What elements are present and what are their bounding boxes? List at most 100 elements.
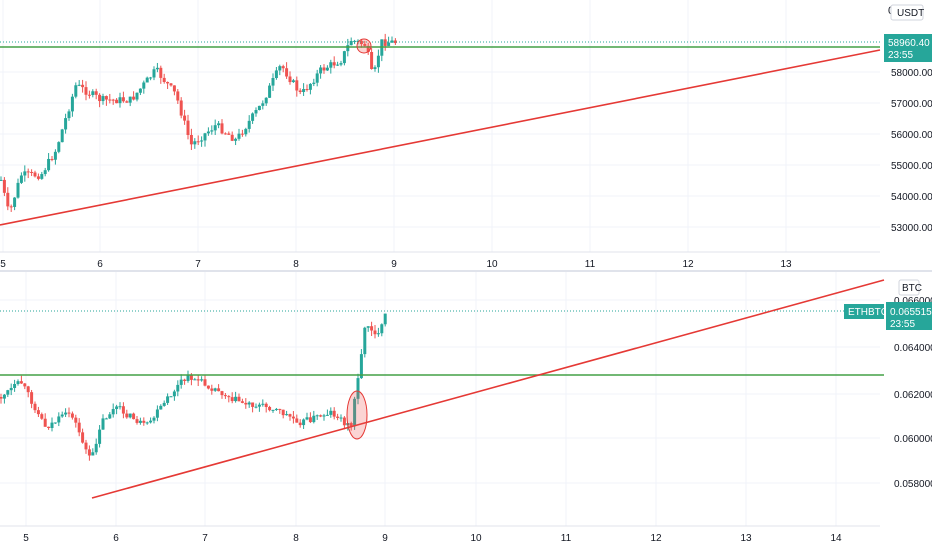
current-price-label: 0.065515	[890, 307, 932, 318]
candle-body	[359, 40, 363, 45]
time-tick-label: 9	[391, 259, 397, 270]
candle-body	[159, 67, 163, 78]
candle-body	[98, 94, 102, 102]
highlight-ellipse[interactable]	[356, 38, 372, 54]
candle-body	[179, 379, 183, 385]
candle-body	[40, 414, 44, 419]
candle-body	[74, 85, 78, 97]
candle-body	[26, 386, 30, 393]
candle-body	[213, 125, 217, 131]
candle-body	[104, 418, 108, 420]
candle-body	[247, 120, 251, 129]
candle-body	[101, 418, 105, 430]
candle-body	[23, 171, 27, 176]
symbol-label: ETHBTC	[848, 307, 888, 318]
candle-body	[342, 51, 346, 64]
candle-body	[278, 408, 282, 410]
candle-body	[166, 396, 170, 403]
candle-body	[298, 422, 302, 426]
trendline[interactable]	[0, 49, 881, 226]
candle-body	[57, 142, 61, 152]
candle-body	[121, 97, 125, 102]
candle-body	[257, 404, 261, 407]
candle-body	[176, 91, 180, 101]
candle-body	[149, 77, 153, 79]
candle-body	[329, 62, 333, 68]
candle-body	[285, 68, 289, 77]
candle-body	[19, 381, 23, 384]
candle-body	[138, 88, 142, 93]
candle-body	[206, 131, 210, 134]
btc-usdt-chart[interactable]: 0 USDT 58000.0057000.0056000.0055000.005…	[0, 0, 932, 270]
price-axis[interactable]: 0 USDT 58000.0057000.0056000.0055000.005…	[884, 4, 932, 234]
price-tick-label: 57000.00	[891, 99, 932, 110]
candle-body	[84, 87, 88, 95]
price-tick-label: 55000.00	[891, 161, 932, 172]
candle-body	[30, 171, 34, 173]
candle-body	[125, 101, 129, 103]
highlight-ellipse[interactable]	[346, 390, 368, 440]
pane-divider[interactable]	[0, 270, 932, 272]
price-tick-label: 54000.00	[891, 192, 932, 203]
candle-body	[193, 141, 197, 145]
candlestick-series	[0, 313, 387, 461]
candle-body	[142, 420, 146, 423]
candle-body	[319, 67, 323, 74]
candle-body	[169, 396, 173, 398]
candle-body	[346, 45, 350, 52]
current-price-label: 58960.40	[888, 38, 930, 49]
currency-badge-bg	[898, 279, 920, 296]
candle-body	[186, 375, 190, 381]
candle-body	[19, 175, 23, 183]
time-tick-label: 5	[23, 533, 29, 544]
candle-body	[179, 100, 183, 116]
candle-body	[128, 413, 132, 418]
candle-body	[254, 406, 258, 408]
candle-body	[172, 85, 176, 92]
candle-body	[77, 84, 81, 86]
candle-body	[349, 423, 353, 427]
candle-body	[349, 40, 353, 46]
time-tick-label: 7	[202, 533, 208, 544]
time-axis[interactable]: 5 6 7 8 9 10 11 12 13	[0, 251, 880, 270]
candle-body	[336, 64, 340, 66]
candle-body	[220, 391, 224, 396]
btc-usdt-chart-pane[interactable]: 0 USDT 58000.0057000.0056000.0055000.005…	[0, 0, 932, 270]
time-tick-label: 8	[293, 259, 299, 270]
candle-body	[26, 171, 30, 173]
candle-body	[312, 82, 316, 84]
candle-body	[254, 110, 258, 114]
candle-body	[356, 40, 360, 42]
candle-body	[111, 99, 115, 101]
candle-body	[104, 96, 108, 100]
trendline[interactable]	[91, 279, 885, 499]
candle-body	[223, 133, 227, 135]
price-label-bg	[886, 302, 932, 330]
candlestick-series	[0, 33, 397, 212]
candle-body	[135, 419, 139, 423]
eth-btc-chart[interactable]: BTC 0.066000 0.064000 0.062000 0.060000 0.05…	[0, 272, 932, 550]
candle-body	[366, 326, 370, 328]
time-tick-label: 6	[97, 259, 103, 270]
candle-body	[189, 134, 193, 145]
candle-body	[244, 128, 248, 135]
price-axis[interactable]: BTC 0.066000 0.064000 0.062000 0.060000 0.05…	[844, 279, 932, 490]
candle-body	[319, 415, 323, 417]
candle-body	[322, 67, 326, 71]
candle-body	[298, 90, 302, 93]
candle-body	[376, 55, 380, 68]
candle-body	[0, 397, 3, 399]
candle-body	[234, 396, 238, 402]
candle-body	[376, 333, 380, 335]
currency-badge: USDT	[897, 8, 924, 19]
candle-body	[308, 83, 312, 90]
time-axis[interactable]: 5 6 7 8 9 10 11 12 13 14	[0, 525, 880, 544]
time-tick-label: 14	[830, 533, 842, 544]
candle-body	[291, 80, 295, 83]
candle-body	[251, 113, 255, 121]
price-tick-label: 0.060000	[894, 434, 932, 445]
candle-body	[291, 416, 295, 419]
currency-badge-bg	[890, 4, 924, 21]
candle-body	[145, 77, 149, 83]
eth-btc-chart-pane[interactable]: BTC 0.066000 0.064000 0.062000 0.060000 0.05…	[0, 272, 932, 550]
